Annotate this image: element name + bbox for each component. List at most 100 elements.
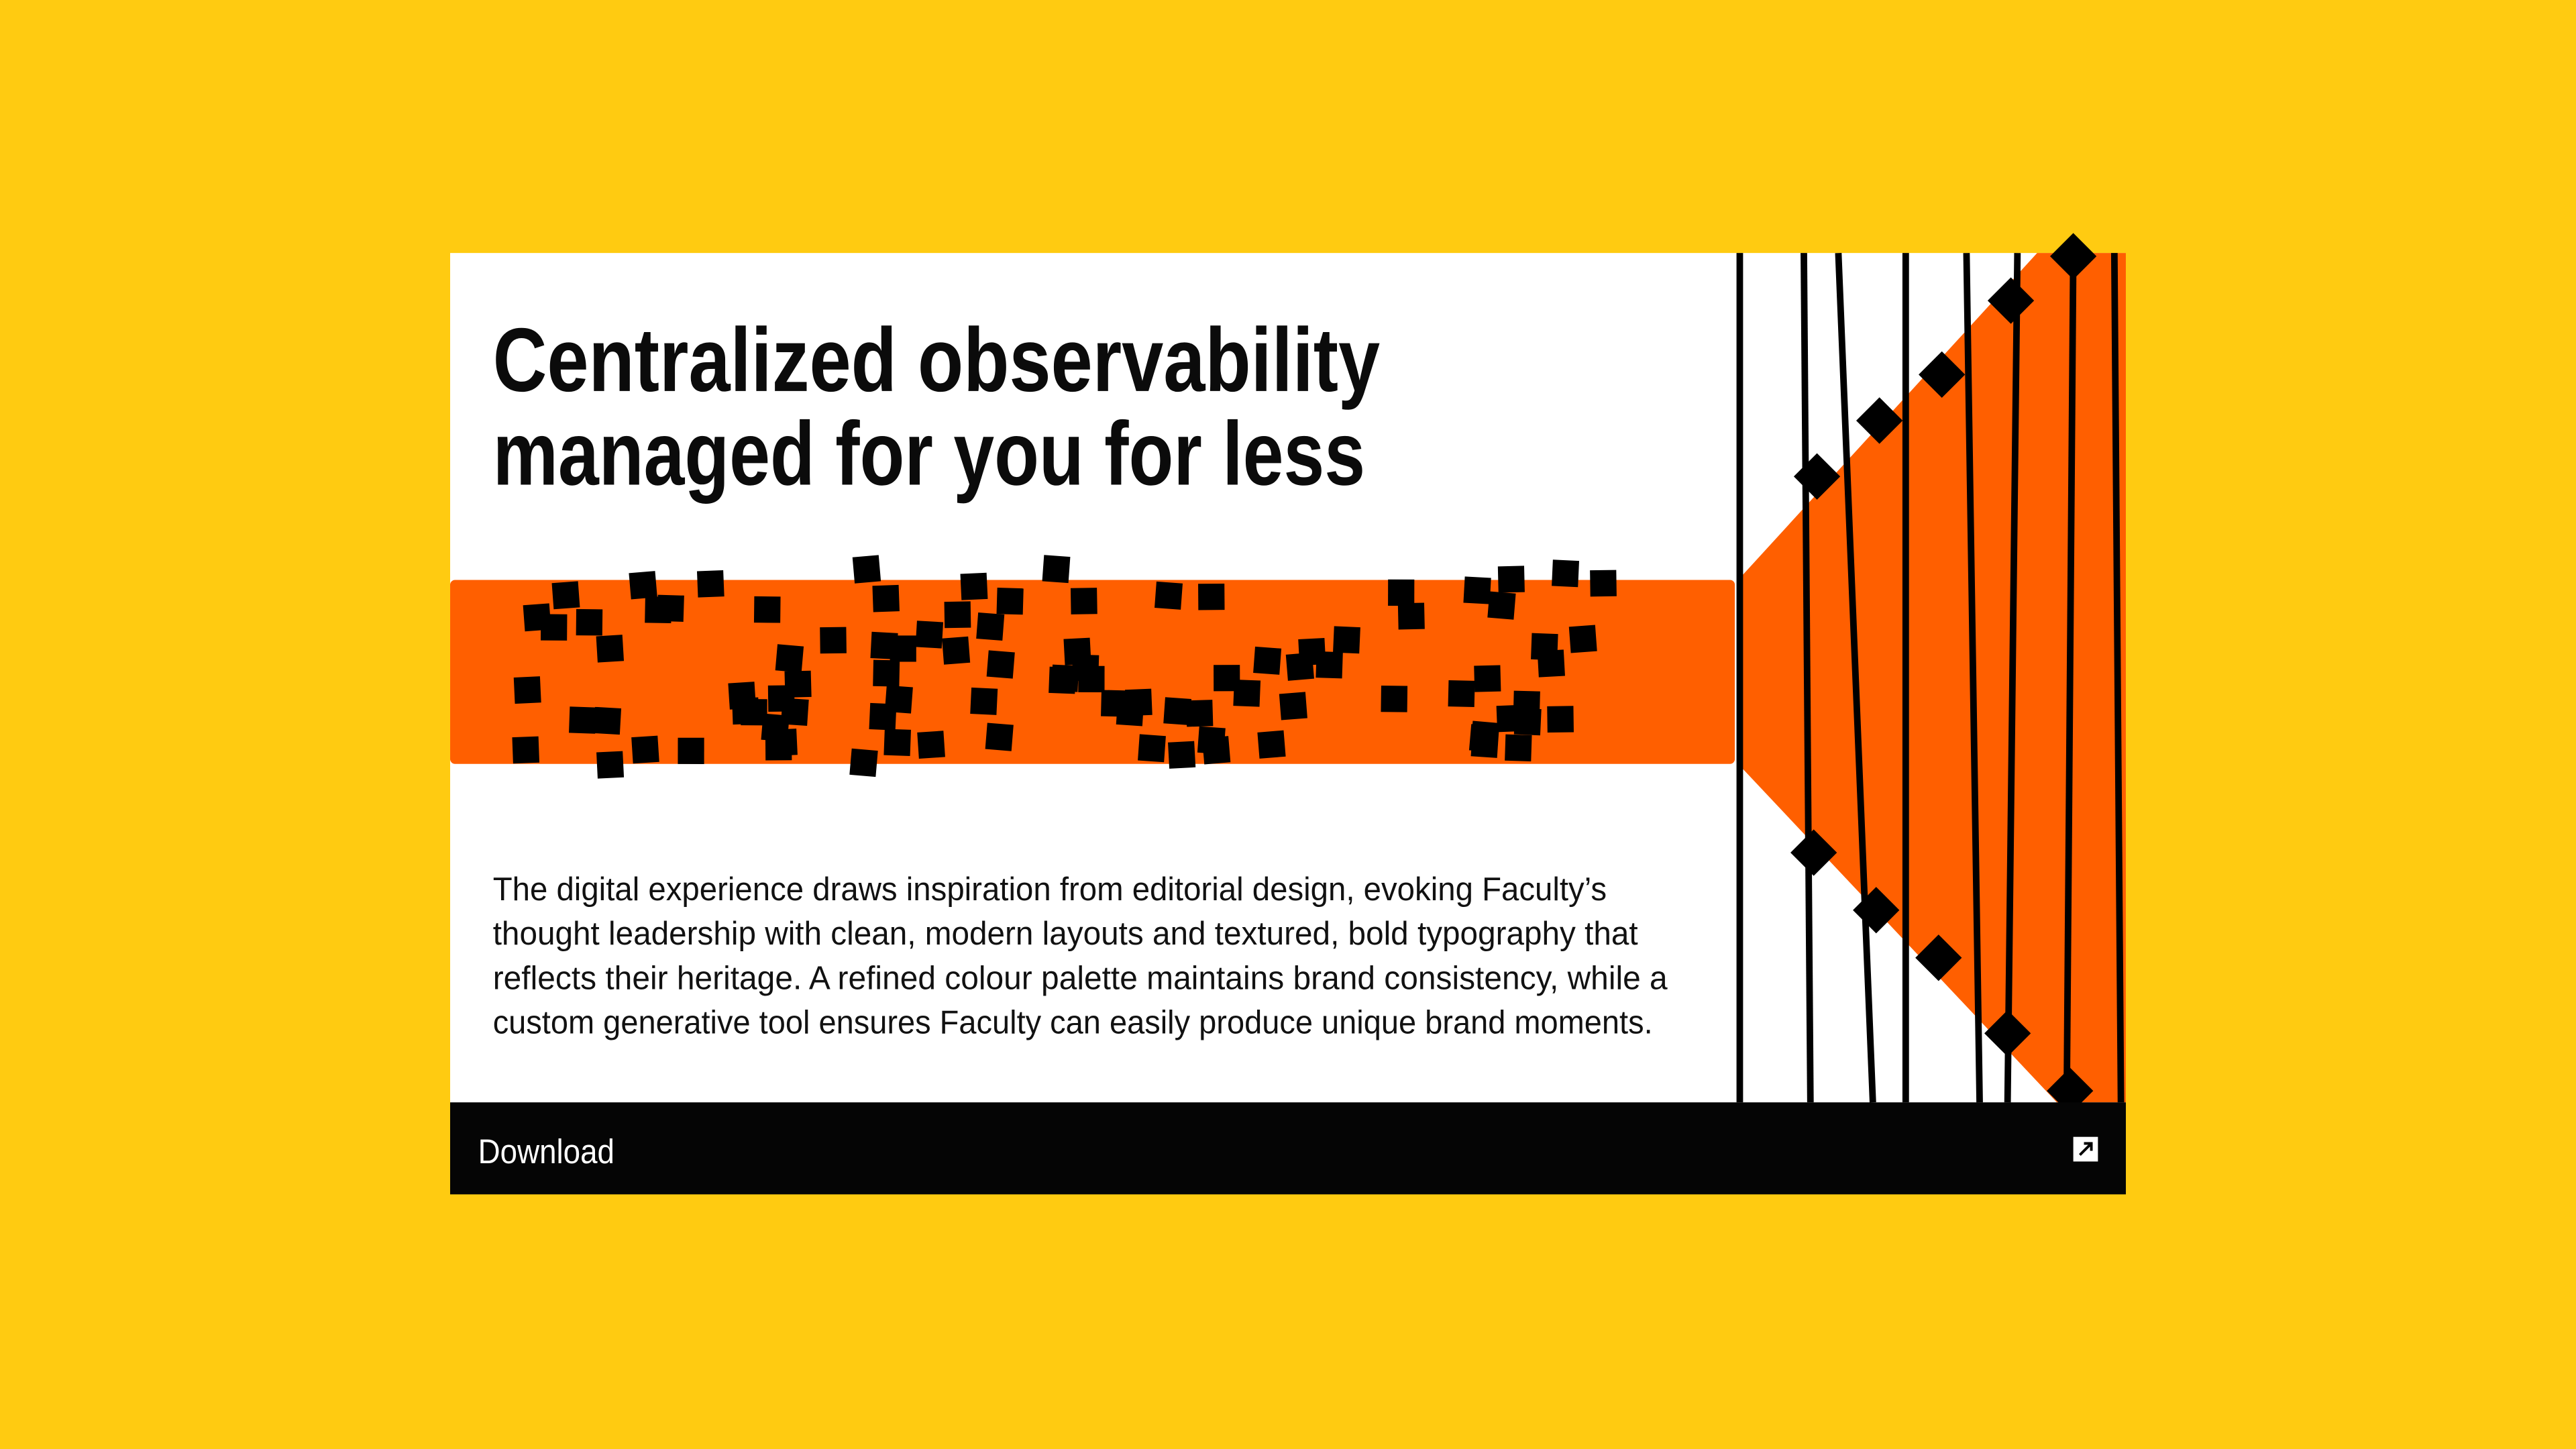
square (1198, 584, 1225, 610)
square (942, 636, 971, 665)
square (849, 748, 878, 777)
string (1835, 252, 1876, 1103)
square (1552, 559, 1580, 588)
square (1505, 734, 1532, 761)
diamond (2049, 233, 2097, 280)
diamond (1987, 277, 2035, 324)
square (631, 735, 659, 764)
orange-beam (1738, 253, 2126, 1103)
square (1590, 570, 1617, 597)
square (596, 635, 625, 663)
square (1333, 626, 1360, 654)
body-line: thought leadership with clean, modern la… (493, 916, 1638, 952)
title-line: managed for you for less (493, 402, 1365, 504)
square (852, 555, 881, 584)
square (596, 751, 625, 779)
square (678, 737, 704, 764)
download-button[interactable] (450, 1102, 2126, 1195)
square (884, 685, 913, 714)
square (593, 706, 622, 735)
card: Centralized observability managed for yo… (450, 233, 2126, 1195)
square (551, 581, 580, 610)
download-label[interactable]: Download (478, 1132, 614, 1171)
square (1487, 591, 1516, 620)
diamond (1853, 887, 1900, 934)
strings (1736, 233, 2125, 1114)
string (2110, 253, 2125, 1103)
square (970, 687, 998, 715)
string (1801, 253, 1814, 1103)
square (1397, 602, 1425, 630)
square (1253, 646, 1282, 675)
square (1070, 588, 1097, 614)
string (2004, 253, 2021, 1103)
square (761, 713, 790, 742)
string (1963, 253, 1983, 1103)
square (915, 621, 944, 649)
square (1163, 697, 1192, 726)
square (629, 571, 657, 600)
square (767, 685, 795, 712)
square (540, 614, 568, 641)
square (576, 608, 603, 636)
square (1197, 726, 1226, 755)
square (1155, 581, 1183, 610)
square (1042, 555, 1071, 584)
square (1381, 686, 1408, 712)
body-line: custom generative tool ensures Faculty c… (493, 1004, 1653, 1040)
square (569, 706, 596, 734)
square (1568, 625, 1597, 653)
square (1448, 680, 1475, 708)
body-line: reflects their heritage. A refined colou… (493, 960, 1668, 996)
square (1257, 730, 1286, 759)
square (1497, 566, 1525, 593)
square (1214, 665, 1240, 692)
square (944, 601, 971, 629)
square (1168, 741, 1196, 769)
square (1078, 665, 1105, 692)
title-line: Centralized observability (493, 309, 1381, 411)
square (512, 736, 540, 764)
square (1279, 692, 1307, 720)
square (1547, 706, 1574, 733)
arrow-icon (2079, 1142, 2093, 1157)
diamond (1856, 397, 1903, 444)
square (1463, 576, 1491, 604)
diamond (1984, 1010, 2031, 1057)
square (872, 584, 900, 612)
square (1049, 666, 1076, 694)
square (1298, 637, 1326, 666)
square (820, 627, 847, 654)
square (753, 596, 781, 623)
square (1138, 734, 1166, 763)
square (1470, 720, 1499, 749)
diamond (1915, 934, 1962, 981)
diamond (1919, 351, 1966, 398)
square (645, 596, 672, 624)
square (1124, 688, 1152, 716)
square (996, 588, 1024, 615)
body-line: The digital experience draws inspiration… (493, 871, 1607, 908)
square (1388, 579, 1415, 606)
square (976, 612, 1005, 641)
square (1186, 700, 1214, 727)
square (1233, 679, 1261, 707)
square (960, 572, 988, 600)
square (696, 570, 724, 598)
square (1474, 665, 1501, 692)
square (732, 697, 759, 725)
square (986, 650, 1015, 679)
square (917, 731, 945, 759)
square (985, 722, 1014, 751)
square (890, 635, 916, 662)
square (883, 729, 911, 757)
square (1513, 708, 1542, 736)
square (873, 659, 900, 687)
square (775, 644, 804, 673)
square (513, 676, 541, 704)
string (2063, 253, 2077, 1103)
squares (512, 555, 1617, 779)
download-bar[interactable]: Download (450, 1102, 2126, 1195)
